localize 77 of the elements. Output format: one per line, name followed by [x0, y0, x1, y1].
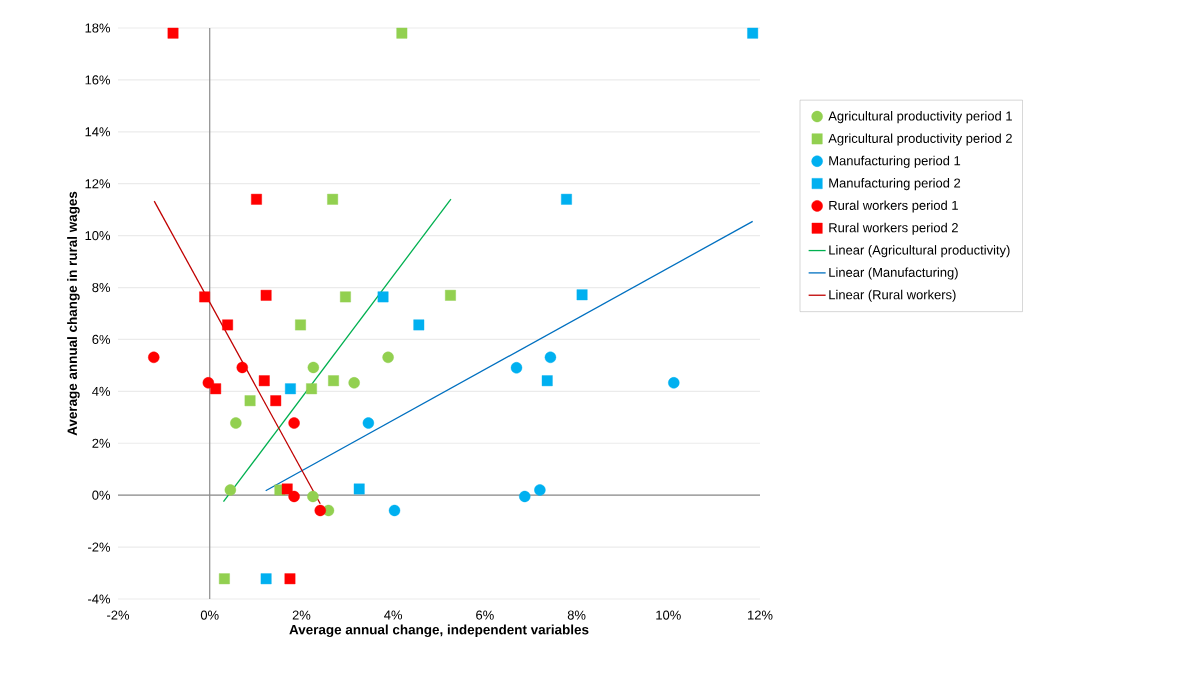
legend-label: Linear (Rural workers)	[829, 289, 956, 302]
point	[199, 291, 211, 303]
y-tick-label: 18%	[85, 23, 111, 33]
legend-label: Linear (Manufacturing)	[829, 267, 958, 280]
legend-label: Rural workers period 2	[829, 222, 958, 235]
y-tick-label: 12%	[85, 179, 111, 189]
point	[148, 351, 160, 364]
point	[382, 351, 394, 364]
point	[222, 319, 233, 331]
point	[362, 417, 375, 429]
point	[353, 483, 365, 495]
point	[307, 361, 320, 374]
x-tick-label: 2%	[292, 610, 311, 620]
point	[295, 319, 306, 331]
point	[306, 383, 317, 395]
point	[747, 27, 759, 39]
y-tick-label: 0%	[92, 490, 111, 500]
point	[327, 193, 339, 205]
x-tick-label: 0%	[200, 610, 219, 620]
point	[218, 573, 230, 585]
point	[561, 193, 572, 205]
point	[388, 504, 401, 517]
point	[348, 377, 360, 389]
point	[288, 417, 300, 429]
point	[576, 289, 588, 301]
legend-label: Agricultural productivity period 2	[828, 133, 1012, 146]
legend-label: Linear (Agricultural productivity)	[829, 245, 1010, 258]
point	[258, 375, 270, 387]
point	[288, 490, 300, 503]
point	[340, 291, 351, 303]
legend-label: Manufacturing period 2	[829, 178, 961, 191]
y-tick-label: -4%	[88, 594, 111, 604]
y-tick-label: -2%	[88, 542, 111, 552]
x-tick-label: 4%	[384, 610, 403, 620]
point	[413, 319, 425, 331]
point	[285, 383, 296, 395]
point	[281, 483, 293, 495]
point	[534, 484, 546, 496]
x-tick-label: 10%	[656, 610, 681, 620]
x-tick-label: -2%	[107, 610, 130, 620]
point	[510, 362, 523, 374]
y-tick-label: 8%	[92, 282, 111, 293]
point	[260, 289, 272, 301]
legend-label: Manufacturing period 1	[829, 155, 961, 168]
point	[541, 375, 553, 387]
point	[236, 361, 248, 374]
y-tick-label: 6%	[92, 334, 111, 345]
point	[210, 383, 222, 395]
x-tick-label: 6%	[476, 610, 494, 620]
point	[244, 395, 256, 407]
point	[284, 573, 296, 585]
point	[519, 490, 531, 503]
legend-label: Agricultural productivity period 1	[828, 111, 1012, 124]
x-tick-label: 12%	[748, 610, 773, 620]
point	[328, 375, 339, 387]
y-axis-title: Average annual change in rural wages	[67, 191, 80, 436]
point	[270, 395, 282, 407]
point	[314, 504, 326, 517]
x-tick-label: 8%	[567, 610, 586, 620]
point	[251, 193, 262, 205]
point	[224, 484, 237, 496]
y-tick-label: 4%	[92, 386, 111, 396]
point	[668, 377, 680, 389]
y-tick-label: 14%	[85, 127, 111, 137]
point	[260, 573, 272, 585]
point	[396, 27, 408, 39]
point	[544, 351, 557, 364]
point	[167, 27, 179, 39]
point	[377, 291, 389, 303]
point	[445, 289, 456, 301]
legend-label: Rural workers period 1	[829, 200, 958, 213]
y-tick-label: 10%	[85, 231, 111, 241]
point	[230, 417, 242, 429]
y-tick-label: 2%	[92, 438, 111, 448]
y-tick-label: 16%	[85, 75, 111, 85]
point	[307, 490, 319, 503]
x-axis-title: Average annual change, independent variables	[289, 624, 589, 638]
